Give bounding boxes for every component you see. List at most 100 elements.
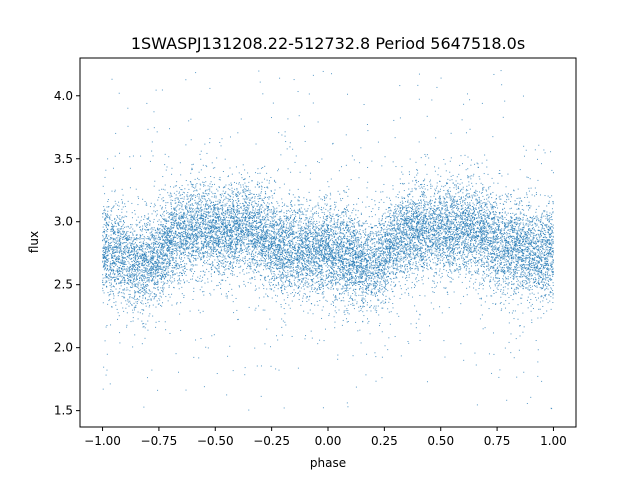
data-point bbox=[264, 276, 266, 278]
data-point bbox=[274, 254, 276, 256]
data-point bbox=[201, 247, 203, 249]
data-point bbox=[307, 225, 309, 227]
data-point bbox=[284, 258, 286, 260]
data-point bbox=[200, 206, 202, 208]
data-point bbox=[406, 208, 408, 210]
data-point bbox=[491, 226, 493, 228]
data-point bbox=[141, 309, 143, 311]
data-point bbox=[387, 248, 389, 250]
data-point bbox=[229, 257, 231, 259]
data-point bbox=[195, 211, 197, 213]
data-point bbox=[307, 234, 309, 236]
data-point bbox=[350, 240, 352, 242]
data-point bbox=[274, 278, 276, 280]
data-point bbox=[343, 262, 345, 264]
data-point bbox=[502, 258, 504, 260]
data-point bbox=[208, 235, 210, 237]
data-point bbox=[143, 283, 145, 285]
data-point bbox=[508, 238, 510, 240]
data-point bbox=[442, 235, 444, 237]
data-point bbox=[142, 276, 144, 278]
data-point bbox=[270, 281, 272, 283]
data-point bbox=[380, 255, 382, 257]
data-point bbox=[359, 233, 361, 235]
data-point bbox=[505, 242, 507, 244]
data-point bbox=[474, 249, 476, 251]
data-point bbox=[549, 242, 551, 244]
data-point bbox=[119, 261, 121, 263]
data-point bbox=[444, 356, 446, 358]
data-point bbox=[269, 283, 271, 285]
data-point bbox=[514, 310, 516, 312]
data-point bbox=[153, 111, 155, 113]
data-point bbox=[214, 195, 216, 197]
data-point bbox=[247, 251, 249, 253]
data-point bbox=[285, 233, 287, 235]
data-point bbox=[246, 272, 248, 274]
data-point bbox=[416, 249, 418, 251]
data-point bbox=[156, 271, 158, 273]
data-point bbox=[190, 239, 192, 241]
data-point bbox=[197, 257, 199, 259]
data-point bbox=[154, 203, 156, 205]
data-point bbox=[550, 232, 552, 234]
data-point bbox=[203, 204, 205, 206]
data-point bbox=[423, 232, 425, 234]
data-point bbox=[236, 203, 238, 205]
data-point bbox=[218, 212, 220, 214]
data-point bbox=[410, 241, 412, 243]
data-point bbox=[262, 241, 264, 243]
data-point bbox=[202, 224, 204, 226]
data-point bbox=[129, 286, 131, 288]
data-point bbox=[474, 236, 476, 238]
data-point bbox=[260, 238, 262, 240]
data-point bbox=[527, 282, 529, 284]
data-point bbox=[133, 230, 135, 232]
data-point bbox=[182, 246, 184, 248]
data-point bbox=[218, 282, 220, 284]
data-point bbox=[422, 258, 424, 260]
data-point bbox=[495, 264, 497, 266]
data-point bbox=[422, 209, 424, 211]
data-point bbox=[384, 235, 386, 237]
data-point bbox=[406, 251, 408, 253]
data-point bbox=[250, 233, 252, 235]
data-point bbox=[304, 231, 306, 233]
data-point bbox=[102, 277, 104, 279]
data-point bbox=[139, 245, 141, 247]
data-point bbox=[401, 196, 403, 198]
data-point bbox=[129, 267, 131, 269]
data-point bbox=[532, 251, 534, 253]
data-point bbox=[157, 242, 159, 244]
data-point bbox=[312, 272, 314, 274]
data-point bbox=[263, 243, 265, 245]
data-point bbox=[258, 252, 260, 254]
data-point bbox=[221, 239, 223, 241]
data-point bbox=[350, 242, 352, 244]
data-point bbox=[388, 252, 390, 254]
data-point bbox=[235, 250, 237, 252]
data-point bbox=[225, 184, 227, 186]
data-point bbox=[350, 277, 352, 279]
data-point bbox=[301, 256, 303, 258]
data-point bbox=[258, 245, 260, 247]
data-point bbox=[106, 325, 108, 327]
data-point bbox=[326, 229, 328, 231]
data-point bbox=[284, 281, 286, 283]
data-point bbox=[167, 246, 169, 248]
data-point bbox=[551, 262, 553, 264]
data-point bbox=[238, 241, 240, 243]
data-point bbox=[288, 239, 290, 241]
data-point bbox=[216, 220, 218, 222]
data-point bbox=[164, 153, 166, 155]
data-point bbox=[266, 248, 268, 250]
data-point bbox=[290, 240, 292, 242]
data-point bbox=[456, 240, 458, 242]
data-point bbox=[210, 201, 212, 203]
data-point bbox=[465, 195, 467, 197]
data-point bbox=[166, 255, 168, 257]
data-point bbox=[415, 263, 417, 265]
data-point bbox=[548, 225, 550, 227]
data-point bbox=[407, 226, 409, 228]
data-point bbox=[309, 285, 311, 287]
